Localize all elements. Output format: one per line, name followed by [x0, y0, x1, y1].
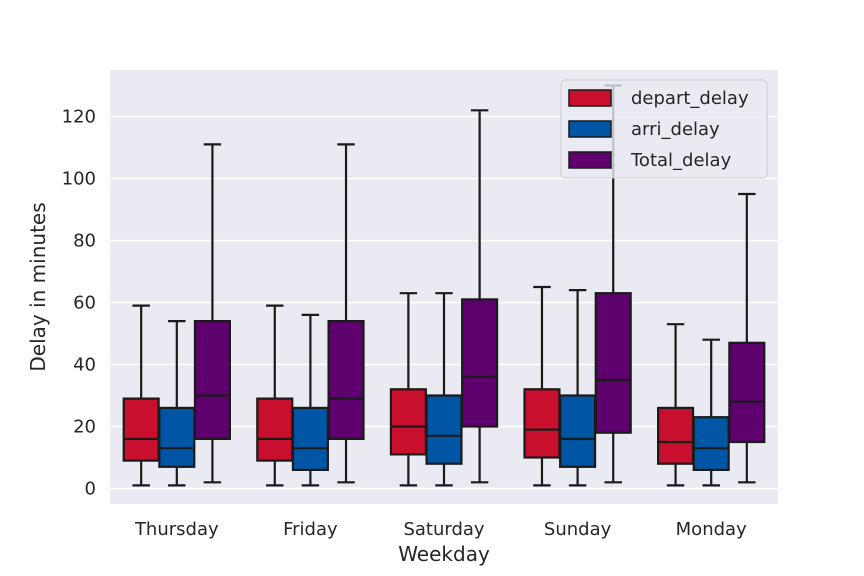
- box-arri_delay: [692, 338, 730, 487]
- y-tick-labels: 0 20 40 60 80 100 120: [62, 107, 96, 500]
- box-depart_delay: [389, 292, 427, 487]
- legend-label: Total_delay: [630, 150, 732, 171]
- x-tick-label: Thursday: [134, 519, 219, 540]
- legend-label: arri_delay: [631, 119, 720, 140]
- box-body: [728, 341, 766, 444]
- box-body: [327, 320, 365, 441]
- box-body: [291, 406, 329, 471]
- box-depart_delay: [657, 323, 695, 487]
- box-depart_delay: [256, 304, 294, 487]
- legend-swatch: [568, 89, 612, 107]
- legend-label: depart_delay: [631, 88, 749, 109]
- box-Total_delay: [193, 143, 231, 484]
- x-tick-label: Sunday: [544, 519, 612, 540]
- y-tick-label: 120: [62, 107, 96, 128]
- box-body: [389, 388, 427, 456]
- box-arri_delay: [425, 292, 463, 487]
- box-arri_delay: [291, 313, 329, 487]
- x-tick-label: Friday: [283, 519, 338, 540]
- x-tick-label: Saturday: [403, 519, 484, 540]
- y-tick-label: 0: [85, 479, 96, 500]
- y-tick-label: 20: [73, 417, 96, 438]
- box-body: [425, 394, 463, 465]
- box-body: [657, 406, 695, 465]
- legend-swatch: [568, 120, 612, 138]
- x-tick-labels: Thursday Friday Saturday Sunday Monday: [134, 519, 747, 540]
- box-body: [256, 397, 294, 462]
- box-Total_delay: [327, 143, 365, 484]
- boxes-layer: [122, 84, 766, 487]
- x-tick-label: Monday: [676, 519, 747, 540]
- y-tick-label: 60: [73, 293, 96, 314]
- x-axis-label: Weekday: [398, 542, 490, 566]
- box-body: [523, 388, 561, 459]
- y-tick-label: 100: [62, 169, 96, 190]
- legend: depart_delay arri_delay Total_delay: [560, 79, 768, 179]
- box-body: [158, 406, 196, 468]
- box-Total_delay: [461, 109, 499, 484]
- box-body: [193, 320, 231, 441]
- box-body: [461, 298, 499, 428]
- box-Total_delay: [594, 84, 632, 484]
- box-body: [692, 416, 730, 472]
- box-body: [559, 394, 597, 468]
- box-body: [594, 292, 632, 434]
- y-tick-label: 40: [73, 355, 96, 376]
- box-body: [122, 397, 160, 462]
- box-Total_delay: [728, 192, 766, 484]
- legend-swatch: [568, 151, 612, 169]
- y-axis-label: Delay in minutes: [26, 202, 50, 371]
- y-tick-label: 80: [73, 231, 96, 252]
- box-depart_delay: [523, 285, 561, 487]
- legend-frame: [560, 79, 768, 179]
